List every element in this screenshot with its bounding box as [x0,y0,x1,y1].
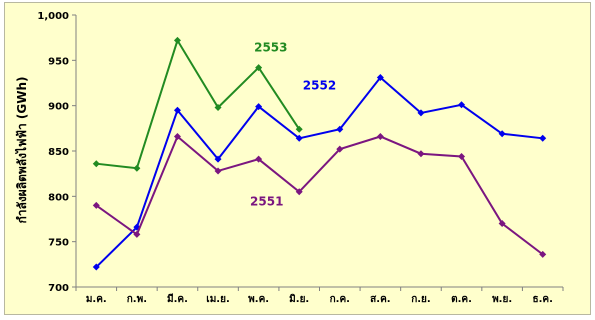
data-point-marker [539,250,547,258]
data-point-marker [458,152,466,160]
series-label: 2551 [250,194,283,208]
x-tick-label: ธ.ค. [533,294,553,305]
y-axis-label: กำลังผลิตพลังไฟฟ้า (GWh) [14,76,29,223]
x-tick-label: มี.ค. [167,293,188,305]
data-point-marker [417,109,425,117]
x-tick-label: ก.พ. [127,294,147,305]
axes [75,15,563,288]
y-tick-label: 750 [48,238,69,249]
data-point-marker [539,134,547,142]
data-point-marker [498,130,506,138]
series-line [95,76,543,268]
data-point-marker [295,188,303,196]
data-point-marker [417,150,425,158]
data-point-marker [336,125,344,133]
series-2553: 2553 [92,36,303,172]
x-tick-label: ส.ค. [370,294,390,305]
data-point-marker [498,220,506,228]
y-tick-label: 900 [48,102,69,113]
y-tick-labels: 700 750 800 850 900 950 1,000 [37,11,76,294]
data-point-marker [255,103,263,111]
y-tick-label: 950 [48,56,69,67]
data-point-marker [173,36,181,44]
data-point-marker [214,103,222,111]
data-point-marker [255,155,263,163]
x-tick-label: ก.ค. [330,294,350,305]
series-line [95,134,544,256]
x-tick-label: ต.ค. [451,294,472,305]
data-point-marker [336,145,344,153]
x-tick-label: พ.ค. [248,294,269,305]
data-point-marker [214,155,222,163]
data-point-marker [92,160,100,168]
x-tick-label: ม.ค. [86,294,107,305]
data-point-marker [458,101,466,109]
y-tick-label: 850 [48,147,69,158]
data-point-marker [376,74,384,82]
x-tick-label: มิ.ย. [289,293,309,305]
x-tick-labels: ม.ค. ก.พ. มี.ค. เม.ย. พ.ค. มิ.ย. ก.ค. ส.ค. ก.ย. ต… [75,287,564,305]
data-point-marker [214,167,222,175]
x-tick-label: พ.ย. [492,294,512,305]
y-tick-label: 800 [48,192,69,203]
data-point-marker [295,125,303,133]
data-point-marker [133,164,141,172]
y-tick-label: 700 [48,283,69,294]
series-2551: 2551 [92,132,547,258]
data-point-marker [173,132,181,140]
x-tick-label: ก.ย. [411,294,431,305]
data-point-marker [92,201,100,209]
series-label: 2553 [254,40,287,54]
data-point-marker [255,64,263,72]
series-layer: 2553 2552 2551 [92,36,547,271]
data-point-marker [133,230,141,238]
data-point-marker [295,134,303,142]
data-point-marker [376,132,384,140]
series-label: 2552 [303,78,336,92]
series-2552: 2552 [92,74,547,271]
x-tick-label: เม.ย. [206,294,229,305]
data-point-marker [173,106,181,114]
y-tick-label: 1,000 [37,11,69,22]
series-line [96,37,301,170]
data-point-marker [92,263,100,271]
